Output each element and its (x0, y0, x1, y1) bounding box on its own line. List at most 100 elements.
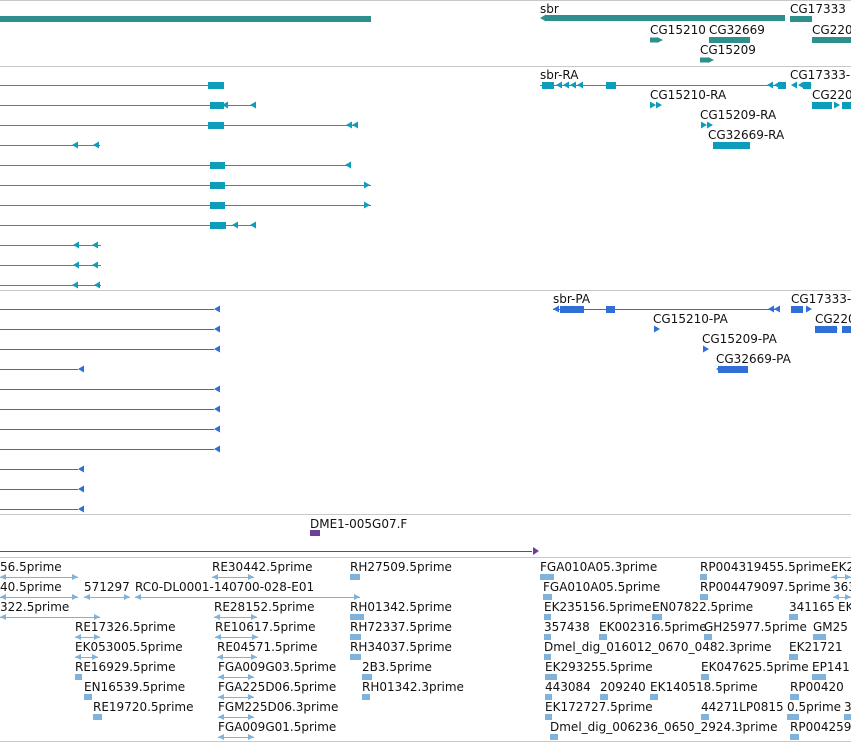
feature-strand-arrow (215, 634, 221, 640)
feature-exon (208, 122, 224, 129)
est-label[interactable]: EN07822.5prime (652, 600, 754, 614)
mrna-label-cg220[interactable]: CG220 (812, 88, 851, 102)
est-label[interactable]: RE10617.5prime (215, 620, 316, 634)
est-label[interactable]: 40.5prime (0, 580, 62, 594)
est-label[interactable]: 322.5prime (0, 600, 70, 614)
feature-exon (700, 57, 709, 63)
gene-label-sbr[interactable]: sbr (540, 2, 559, 16)
est-label[interactable]: Dmel_dig_006236_0650_2924.3prime (550, 720, 778, 734)
feature-exon (812, 37, 851, 43)
gene-label-cg32669[interactable]: CG32669 (709, 23, 765, 37)
est-label[interactable]: RH34037.5prime (350, 640, 452, 654)
feature-strand-arrow (73, 261, 79, 269)
est-label[interactable]: RH01342.3prime (362, 680, 464, 694)
est-label[interactable]: 2B3.5prime (362, 660, 432, 674)
oligo-label[interactable]: DME1-005G07.F (310, 517, 408, 531)
est-label[interactable]: EK293255.5prime (545, 660, 653, 674)
est-label[interactable]: RH01342.5prime (350, 600, 452, 614)
gene-label-cg17333[interactable]: CG17333 (790, 2, 846, 16)
feature-exon (208, 82, 224, 89)
feature-strand-arrow (774, 305, 780, 313)
est-label[interactable]: Dmel_dig_016012_0670_0482.3prime (544, 640, 772, 654)
feature-strand-arrow (78, 505, 84, 513)
est-label[interactable]: EK (838, 600, 851, 614)
est-label[interactable]: FGA010A05.3prime (540, 560, 658, 574)
est-label[interactable]: 56.5prime (0, 560, 62, 574)
est-label[interactable]: RH27509.5prime (350, 560, 452, 574)
feature-strand-arrow (657, 37, 663, 43)
protein-label-cg15209-pa[interactable]: CG15209-PA (702, 332, 777, 346)
est-label[interactable]: 357438 (544, 620, 590, 634)
est-label[interactable]: 209240 (600, 680, 646, 694)
est-label[interactable]: 443084 (545, 680, 591, 694)
est-label[interactable]: RE28152.5prime (214, 600, 315, 614)
feature-exon (790, 694, 799, 700)
est-label[interactable]: RH72337.5prime (350, 620, 452, 634)
est-label[interactable]: RE19720.5prime (93, 700, 194, 714)
feature-strand-arrow (806, 305, 812, 313)
est-label[interactable]: GM25 (813, 620, 848, 634)
feature-strand-arrow (94, 614, 100, 620)
est-label[interactable]: RP00420 (790, 680, 844, 694)
feature-strand-arrow (214, 385, 220, 393)
gene-label-cg220[interactable]: CG220 (812, 23, 851, 37)
gene-label-cg15209[interactable]: CG15209 (700, 43, 756, 57)
feature-strand-arrow (798, 81, 804, 89)
est-label[interactable]: EK053005.5prime (75, 640, 183, 654)
feature-strand-arrow (75, 654, 81, 660)
feature-strand-arrow (214, 614, 220, 620)
est-label[interactable]: RP004259 (790, 720, 851, 734)
feature-strand-arrow (72, 594, 78, 600)
est-label[interactable]: RE17326.5prime (75, 620, 176, 634)
est-label[interactable]: RE16929.5prime (75, 660, 176, 674)
mrna-label-sbr-ra[interactable]: sbr-RA (540, 68, 579, 82)
feature-strand-arrow (364, 201, 370, 209)
est-label[interactable]: EK235156.5prime (544, 600, 652, 614)
est-label[interactable]: FGA009G01.5prime (218, 720, 337, 734)
protein-label-cg15210-pa[interactable]: CG15210-PA (653, 312, 728, 326)
mrna-label-cg17333[interactable]: CG17333- (790, 68, 851, 82)
est-label[interactable]: RE30442.5prime (212, 560, 313, 574)
est-label[interactable]: 44271LP0815 (701, 700, 784, 714)
est-label[interactable]: RP004319455.5prime (700, 560, 831, 574)
est-label[interactable]: 0.5prime (787, 700, 842, 714)
est-label[interactable]: EK21721 (789, 640, 843, 654)
feature-strand-arrow (553, 305, 559, 313)
feature-exon (545, 15, 785, 21)
est-label[interactable]: FGA009G03.5prime (218, 660, 337, 674)
est-label[interactable]: EN16539.5prime (84, 680, 186, 694)
est-label[interactable]: FGA225D06.5prime (218, 680, 337, 694)
mrna-label-cg15210-ra[interactable]: CG15210-RA (650, 88, 727, 102)
est-label[interactable]: EP141 (812, 660, 850, 674)
est-label[interactable]: 3 (844, 700, 851, 714)
est-label[interactable]: 571297 (84, 580, 130, 594)
est-label[interactable]: EK140518.5prime (650, 680, 758, 694)
est-label[interactable]: RP004479097.5prime (700, 580, 831, 594)
feature-strand-arrow (92, 241, 98, 249)
feature-strand-arrow (791, 81, 797, 89)
feature-strand-arrow (656, 101, 662, 109)
est-label[interactable]: EK047625.5prime (701, 660, 809, 674)
est-label[interactable]: RC0-DL0001-140700-028-E01 (135, 580, 315, 594)
est-label[interactable]: FGM225D06.3prime (218, 700, 339, 714)
est-label[interactable]: EK002316.5prime (599, 620, 707, 634)
est-label[interactable]: 363 (833, 580, 851, 594)
feature-strand-arrow (250, 221, 256, 229)
est-label[interactable]: GH25977.5prime (704, 620, 807, 634)
gene-label-cg15210[interactable]: CG15210 (650, 23, 706, 37)
est-label[interactable]: RE04571.5prime (217, 640, 318, 654)
protein-label-cg17333[interactable]: CG17333- (791, 292, 851, 306)
mrna-label-cg32669-ra[interactable]: CG32669-RA (708, 128, 785, 142)
protein-label-cg32669-pa[interactable]: CG32669-PA (716, 352, 791, 366)
protein-label-sbr-pa[interactable]: sbr-PA (553, 292, 591, 306)
est-label[interactable]: FGA010A05.5prime (543, 580, 661, 594)
feature-exon (790, 16, 812, 22)
est-label[interactable]: EK172727.5prime (545, 700, 653, 714)
feature-exon (652, 614, 662, 620)
est-label[interactable]: EK2 (831, 560, 851, 574)
feature-strand-arrow (252, 634, 258, 640)
est-label[interactable]: 341165 (789, 600, 835, 614)
protein-label-cg220[interactable]: CG220 (815, 312, 851, 326)
mrna-label-cg15209-ra[interactable]: CG15209-RA (700, 108, 777, 122)
feature-strand-arrow (248, 674, 254, 680)
